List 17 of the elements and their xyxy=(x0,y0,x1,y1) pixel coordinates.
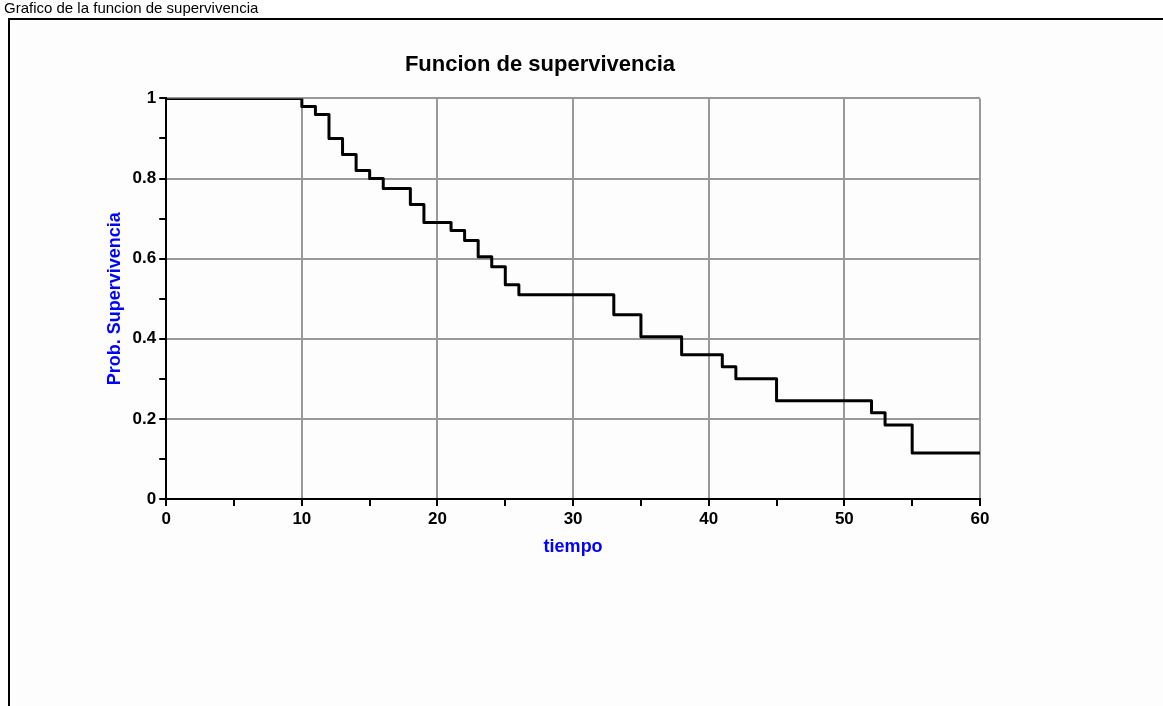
y-axis-title: Prob. Supervivencia xyxy=(103,211,124,386)
chart-title: Funcion de supervivencia xyxy=(404,51,676,77)
y-tick-label: 0.8 xyxy=(132,168,157,188)
x-tick-label: 30 xyxy=(563,508,583,528)
x-tick-label: 20 xyxy=(428,508,447,528)
x-tick-label: 10 xyxy=(292,508,312,528)
x-tick-label: 50 xyxy=(834,508,854,528)
y-tick-label: 0.2 xyxy=(132,408,157,428)
y-tick-label: 0.6 xyxy=(132,248,157,268)
y-tick-label: 0.4 xyxy=(132,328,157,348)
x-tick-label: 40 xyxy=(699,508,719,528)
x-axis-title: tiempo xyxy=(543,536,603,557)
text: Grafico de la funcion de supervivencia xyxy=(4,0,259,16)
x-tick-label: 60 xyxy=(970,508,990,528)
y-tick-label: 0 xyxy=(146,488,157,508)
y-tick-label: 1 xyxy=(146,88,157,108)
x-tick-label: 0 xyxy=(161,508,171,528)
